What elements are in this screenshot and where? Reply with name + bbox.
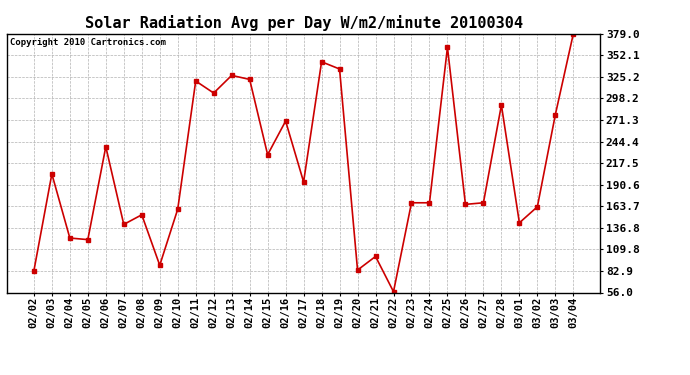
Text: Copyright 2010 Cartronics.com: Copyright 2010 Cartronics.com — [10, 38, 166, 46]
Title: Solar Radiation Avg per Day W/m2/minute 20100304: Solar Radiation Avg per Day W/m2/minute … — [85, 15, 522, 31]
